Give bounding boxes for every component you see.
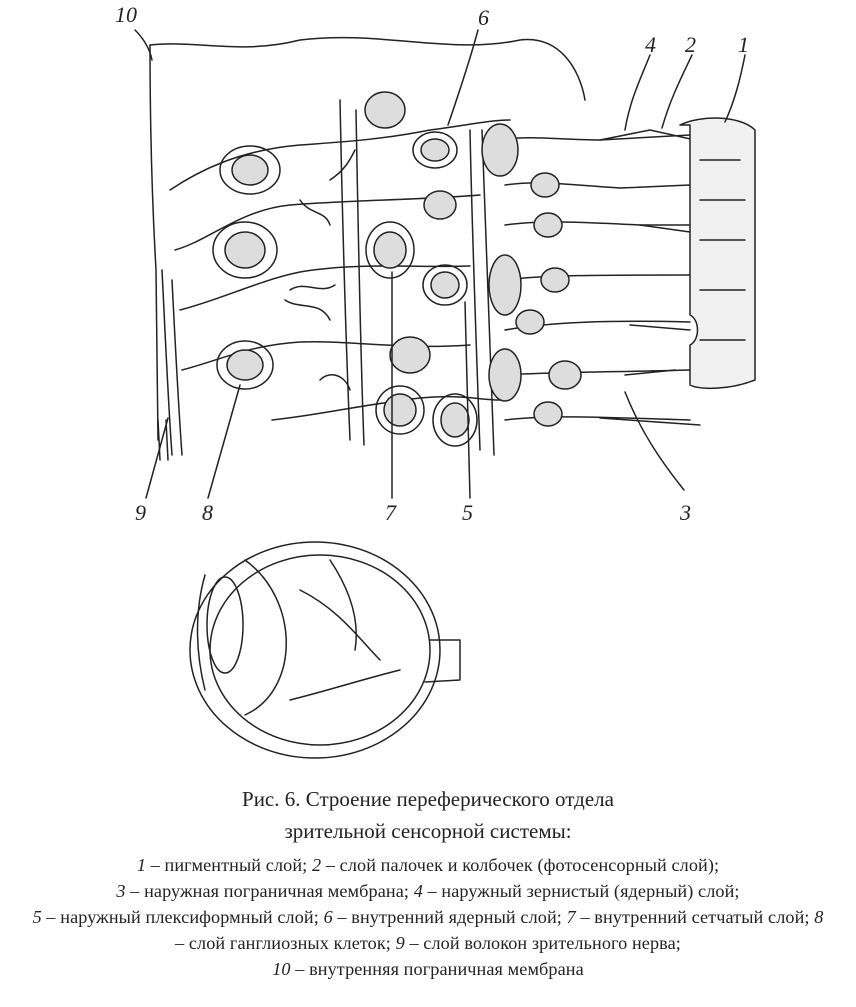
label-4: 4 bbox=[645, 32, 656, 57]
retina-illustration: 10 6 4 2 1 9 8 7 5 3 bbox=[115, 2, 756, 759]
legend-num-7: 7 bbox=[566, 907, 576, 927]
legend-num-6: 6 bbox=[323, 907, 333, 927]
label-6: 6 bbox=[478, 5, 489, 30]
label-10: 10 bbox=[115, 2, 137, 27]
legend-num-2: 2 bbox=[311, 855, 322, 875]
legend-text-1: – пигментный слой; bbox=[146, 855, 312, 875]
ganglion-cell bbox=[212, 221, 278, 279]
label-3: 3 bbox=[679, 500, 691, 525]
legend-num-5: 5 bbox=[32, 907, 42, 927]
figure-caption-subtitle: зрительной сенсорной системы: bbox=[284, 819, 572, 843]
legend-num-10: 10 bbox=[272, 959, 291, 979]
inner-limiting-membrane bbox=[149, 44, 159, 441]
ganglion-cell bbox=[219, 145, 281, 195]
legend-text-5: – наружный плексиформный слой; bbox=[41, 907, 324, 927]
legend-text-9: – слой волокон зрительного нерва; bbox=[404, 933, 681, 953]
legend-text-8: – слой ганглиозных клеток; bbox=[175, 933, 396, 953]
label-8: 8 bbox=[202, 500, 213, 525]
legend-text-6: – внутренний ядерный слой; bbox=[332, 907, 567, 927]
legend-text-7: – внутренний сетчатый слой; bbox=[575, 907, 815, 927]
label-7: 7 bbox=[385, 500, 397, 525]
figure-legend: 1 – пигментный слой; 2 – слой палочек и … bbox=[30, 852, 826, 982]
pigment-layer bbox=[679, 117, 756, 390]
legend-text-2: – слой палочек и колбочек (фотосенсорный… bbox=[321, 855, 720, 875]
label-2: 2 bbox=[685, 32, 696, 57]
eyeball bbox=[189, 541, 441, 759]
ganglion-cell bbox=[216, 340, 274, 390]
legend-num-3: 3 bbox=[116, 881, 126, 901]
legend-text-4: – наружный зернистый (ядерный) слой; bbox=[422, 881, 740, 901]
lens bbox=[206, 576, 244, 674]
legend-text-3: – наружная пограничная мембрана; bbox=[125, 881, 414, 901]
legend-num-8: 8 bbox=[814, 907, 824, 927]
figure-caption-title: Рис. 6. Строение переферического отдела bbox=[242, 787, 614, 811]
label-9: 9 bbox=[135, 500, 146, 525]
legend-text-10: – внутренняя пограничная мембрана bbox=[290, 959, 584, 979]
label-1: 1 bbox=[738, 32, 749, 57]
legend-num-4: 4 bbox=[413, 881, 423, 901]
legend-num-9: 9 bbox=[395, 933, 405, 953]
label-5: 5 bbox=[462, 500, 473, 525]
legend-num-1: 1 bbox=[136, 855, 147, 875]
